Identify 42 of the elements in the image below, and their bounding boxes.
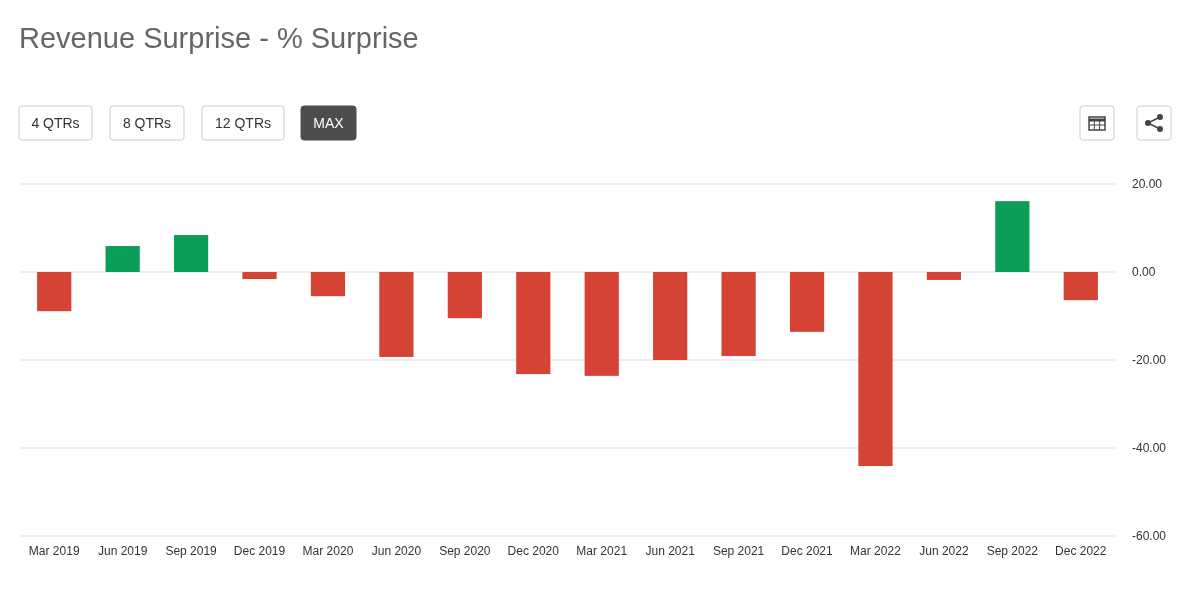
bar [653, 272, 688, 360]
bar [379, 272, 414, 357]
bar [995, 201, 1030, 272]
bar [584, 272, 619, 376]
x-tick-label: Mar 2021 [576, 544, 628, 558]
bar [173, 235, 209, 272]
bar [105, 246, 140, 272]
x-tick-label: Sep 2022 [986, 544, 1039, 558]
x-tick-label: Mar 2022 [850, 544, 902, 558]
x-tick-label: Mar 2020 [302, 544, 354, 558]
y-tick-label: -20.00 [1132, 353, 1167, 367]
y-tick-label: -60.00 [1132, 529, 1167, 543]
text: MAX [313, 115, 345, 131]
y-tick-label: -40.00 [1132, 441, 1167, 455]
x-tick-label: Dec 2019 [233, 544, 286, 558]
x-tick-label: Jun 2019 [97, 544, 148, 558]
bar [242, 272, 277, 280]
x-tick-label: Sep 2019 [165, 544, 218, 558]
y-tick-label: 0.00 [1132, 265, 1156, 279]
x-tick-label: Jun 2020 [371, 544, 422, 558]
bar [310, 272, 346, 297]
bar [789, 272, 825, 332]
bar [447, 272, 482, 319]
bar [926, 272, 962, 280]
x-tick-label: Dec 2020 [507, 544, 560, 558]
y-tick-label: 20.00 [1132, 177, 1163, 191]
x-tick-label: Jun 2022 [919, 544, 969, 558]
x-tick-label: Dec 2021 [781, 544, 834, 558]
text: 4 QTRs [31, 115, 80, 131]
x-tick-label: Sep 2021 [712, 544, 765, 558]
x-tick-label: Jun 2021 [645, 544, 696, 558]
x-tick-label: Mar 2019 [28, 544, 80, 558]
bar [37, 272, 72, 312]
x-tick-label: Sep 2020 [439, 544, 491, 558]
x-tick-label: Dec 2022 [1055, 544, 1107, 558]
text: 8 QTRs [122, 115, 172, 131]
bar [858, 272, 893, 467]
bar [721, 272, 756, 357]
bar [1063, 272, 1098, 301]
text: 12 QTRs [214, 115, 272, 131]
bar [516, 272, 551, 375]
chart-title: Revenue Surprise - % Surprise [19, 22, 419, 54]
